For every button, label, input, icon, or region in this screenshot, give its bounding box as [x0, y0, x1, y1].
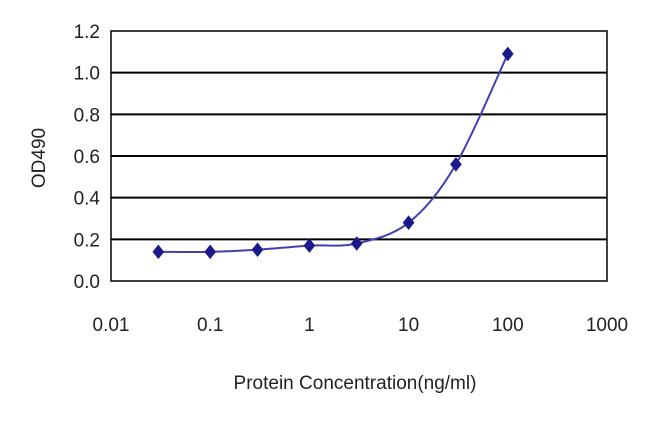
- x-tick-label: 100: [492, 315, 524, 336]
- grid-lines: [111, 71, 607, 241]
- x-tick-label: 10: [398, 315, 419, 336]
- x-tick-label: 1000: [586, 315, 628, 336]
- y-tick-label: 0.8: [74, 105, 100, 126]
- y-axis-title: OD490: [29, 128, 50, 188]
- x-tick-label: 0.01: [93, 315, 130, 336]
- data-point-marker: [350, 236, 363, 251]
- y-tick-label: 0.0: [74, 272, 100, 293]
- x-tick-label: 0.1: [197, 315, 223, 336]
- x-tick-label: 1: [304, 315, 315, 336]
- data-point-marker: [251, 242, 264, 258]
- y-tick-label: 0.6: [74, 147, 100, 168]
- y-tick-label: 1.0: [74, 64, 100, 85]
- data-point-marker: [402, 215, 415, 230]
- y-tick-label: 0.4: [74, 189, 101, 210]
- data-point-marker: [204, 244, 217, 260]
- y-tick-label: 1.2: [74, 22, 100, 43]
- series: [152, 46, 514, 260]
- y-tick-label: 0.2: [74, 230, 100, 251]
- data-point-marker: [303, 238, 316, 253]
- data-point-marker: [450, 157, 462, 172]
- data-point-marker: [152, 244, 165, 260]
- data-point-marker: [501, 46, 514, 62]
- x-tick-labels: 0.01 0.1 1 10 100 1000: [93, 315, 629, 336]
- y-tick-labels: 0.0 0.2 0.4 0.6 0.8 1.0 1.2: [74, 22, 101, 293]
- x-axis-title: Protein Concentration(ng/ml): [234, 373, 477, 394]
